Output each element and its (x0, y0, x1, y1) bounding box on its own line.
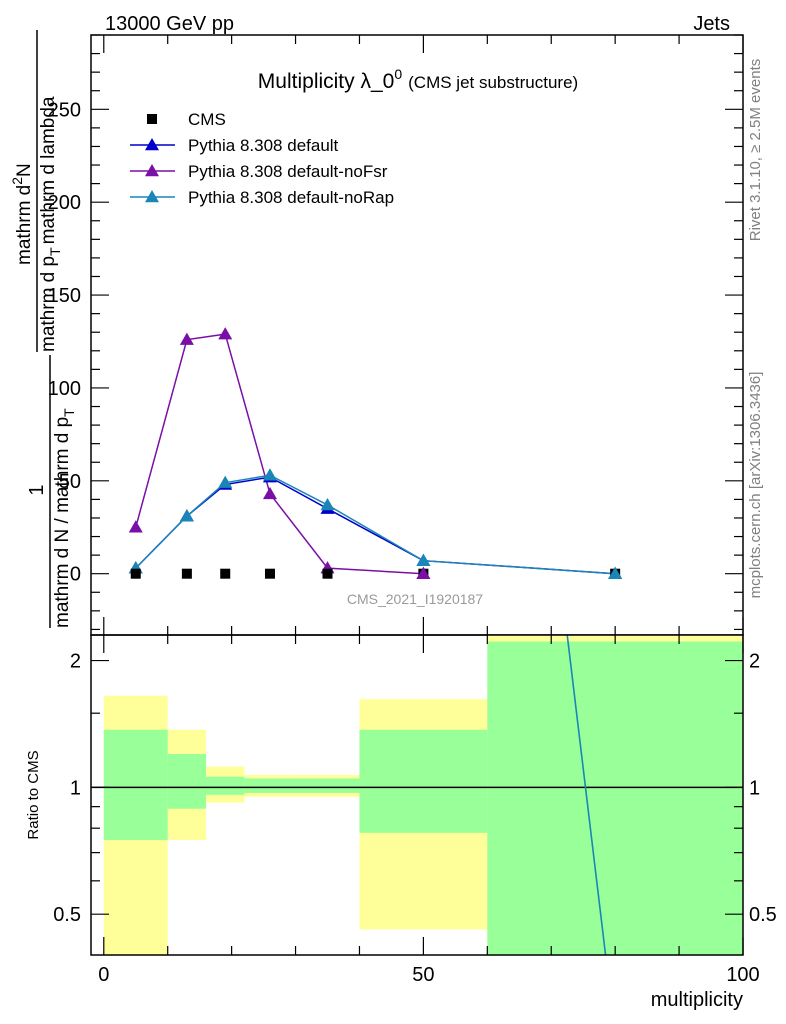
legend-label: Pythia 8.308 default (188, 136, 339, 155)
series-pythia-8-308-default-nofsr (128, 327, 431, 579)
data-point (179, 509, 194, 522)
ylabel-right-numerator-main: mathrm d (14, 185, 35, 265)
ratio-y-axis-label: Ratio to CMS (25, 750, 42, 839)
ratio-series (566, 634, 607, 956)
green-band-bin (167, 754, 207, 809)
data-point (179, 332, 194, 345)
data-point (320, 497, 335, 511)
y-tick-label: 150 (48, 285, 81, 307)
data-point (218, 475, 233, 488)
data-point (416, 566, 431, 579)
legend-entry: Pythia 8.308 default-noRap (130, 188, 394, 207)
ylabel-denominator-sub: T (61, 408, 77, 417)
y-tick-label: 0 (70, 564, 81, 586)
ratio-y-tick-label: 0.5 (53, 904, 81, 926)
series-line (135, 333, 424, 575)
main-plot-y-tick-labels: 0 50 100 150 200 250 (48, 99, 81, 585)
green-band-bin (206, 776, 245, 795)
legend-entry: Pythia 8.308 default-noFsr (130, 162, 388, 181)
analysis-watermark: CMS_2021_I1920187 (347, 591, 483, 607)
series-line (135, 476, 616, 575)
green-band-bin (487, 641, 743, 955)
ylabel-numerator: 1 (26, 484, 48, 495)
data-point (322, 568, 333, 579)
ylabel-denominator-main: mathrm d N / mathrm d p (52, 417, 73, 628)
legend-marker (147, 114, 157, 124)
legend-entry: Pythia 8.308 default (130, 136, 339, 155)
ratio-uncertainty-bands (103, 635, 743, 955)
ratio-y-tick-label: 2 (70, 651, 81, 673)
ratio-y-tick-label-right: 0.5 (749, 904, 777, 926)
legend: CMS Pythia 8.308 default Pythia 8.308 defa… (130, 110, 394, 207)
x-axis-label: multiplicity (651, 989, 743, 1011)
data-point (416, 553, 431, 566)
series-line (135, 474, 616, 575)
legend-marker (145, 138, 159, 151)
ylabel-right-numerator-sup: 2 (9, 177, 25, 185)
main-plot-y-axis-label: 1 mathrm d N / mathrm d pT mathrm d2N ma… (9, 30, 77, 628)
series-pythia-8-308-default-norap (128, 468, 623, 579)
green-band-bin (244, 778, 296, 793)
data-point (220, 568, 231, 579)
x-tick-label: 100 (726, 964, 759, 986)
rivet-label: Rivet 3.1.10, ≥ 2.5M events (747, 59, 764, 242)
ylabel-right-denominator-sub: T (47, 247, 63, 256)
data-point (128, 520, 143, 533)
data-point (262, 468, 277, 481)
chart-title-superscript: 0 (394, 66, 402, 82)
green-band-bin (359, 729, 488, 833)
chart-subtitle: (CMS jet substructure) (408, 73, 578, 92)
ratio-y-tick-label-right: 2 (749, 651, 760, 673)
data-point (264, 568, 275, 579)
ylabel-right-denominator: mathrm d pTmathrm d lambda (38, 96, 63, 352)
x-tick-label: 0 (98, 964, 109, 986)
legend-marker (145, 164, 159, 177)
ylabel-right-denominator-tail: mathrm d lambda (38, 96, 59, 244)
ratio-plot-frame (90, 634, 744, 956)
ylabel-right-denominator-main: mathrm d p (38, 256, 59, 352)
data-point (218, 327, 233, 340)
legend-label: Pythia 8.308 default-noRap (188, 188, 394, 207)
legend-entry: CMS (147, 110, 226, 129)
data-point (608, 566, 623, 579)
header-right: Jets (693, 13, 730, 35)
y-tick-label: 250 (48, 99, 81, 121)
x-tick-label: 50 (412, 964, 434, 986)
main-plot-panel: 0 50 100 150 200 250 (48, 34, 744, 636)
main-plot-ticks (91, 34, 744, 635)
ylabel-right-numerator-tail: N (14, 163, 35, 177)
mcplots-label: mcplots.cern.ch [arXiv:1306.3436] (747, 372, 764, 599)
chart-title: Multiplicity λ_00 (CMS jet substructure) (258, 66, 578, 93)
ylabel-denominator: mathrm d N / mathrm d pT (52, 408, 77, 628)
series-pythia-8-308-default (128, 470, 623, 579)
ratio-series-line (566, 634, 607, 956)
ratio-plot-tick-labels: 0 50 100 0.5 0.5 1 1 2 2 (53, 651, 777, 986)
data-point (130, 568, 141, 579)
y-tick-label: 100 (48, 378, 81, 400)
data-point (181, 568, 192, 579)
green-band-bin (295, 778, 360, 793)
main-plot-series (128, 327, 623, 579)
ylabel-right-numerator: mathrm d2N (9, 163, 35, 265)
header-left: 13000 GeV pp (105, 13, 234, 35)
ratio-plot-panel: 0 50 100 0.5 0.5 1 1 2 2 (53, 634, 777, 986)
legend-label: Pythia 8.308 default-noFsr (188, 162, 388, 181)
data-point (262, 486, 277, 500)
legend-marker (145, 190, 159, 203)
green-band-bin (103, 729, 168, 841)
y-tick-label: 50 (59, 471, 81, 493)
chart-title-main: Multiplicity λ_0 (258, 70, 395, 93)
ratio-y-tick-label: 1 (70, 777, 81, 799)
legend-label: CMS (188, 110, 226, 129)
y-tick-label: 200 (48, 192, 81, 214)
ratio-y-tick-label-right: 1 (749, 777, 760, 799)
